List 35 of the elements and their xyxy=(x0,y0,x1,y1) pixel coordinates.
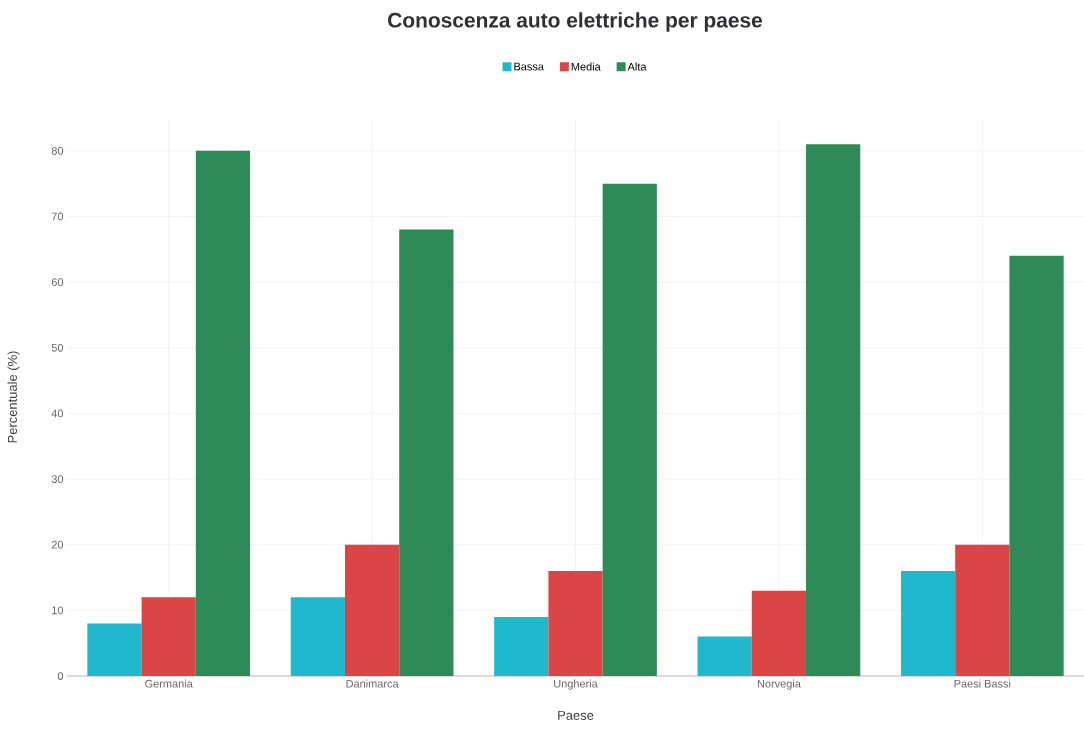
legend-label: Bassa xyxy=(514,62,544,71)
bar xyxy=(697,636,752,676)
x-tick-label: Paesi Bassi xyxy=(954,679,1011,688)
bar xyxy=(900,570,956,676)
bar xyxy=(141,597,196,676)
y-axis-title: Percentuale (%) xyxy=(7,351,20,443)
y-tick-label: 40 xyxy=(51,409,64,418)
x-axis-title: Paese xyxy=(558,710,594,720)
bar xyxy=(1009,255,1064,676)
bar xyxy=(806,144,861,676)
bar xyxy=(195,150,251,676)
chart-title: Conoscenza auto elettriche per paese xyxy=(388,12,763,32)
x-tick-label: Danimarca xyxy=(346,679,399,688)
bar xyxy=(344,544,400,676)
y-tick-label: 30 xyxy=(51,475,64,483)
bar xyxy=(399,229,454,676)
bar xyxy=(87,623,142,676)
bar xyxy=(602,183,657,676)
bar xyxy=(290,597,345,676)
legend-label: Alta xyxy=(627,62,647,71)
bar xyxy=(955,544,1010,676)
x-tick-label: Norvegia xyxy=(757,679,801,690)
bar xyxy=(494,616,549,676)
bar xyxy=(548,570,603,676)
y-tick-label: 50 xyxy=(51,343,64,352)
y-tick-label: 20 xyxy=(51,540,64,549)
bar xyxy=(751,590,807,676)
legend-label: Media xyxy=(571,62,601,71)
y-tick-label: 0 xyxy=(57,672,64,680)
x-tick-label: Ungheria xyxy=(554,679,598,690)
y-tick-label: 60 xyxy=(51,278,64,286)
y-tick-label: 10 xyxy=(52,606,64,615)
y-tick-label: 80 xyxy=(51,146,64,155)
y-tick-label: 70 xyxy=(51,212,64,221)
x-tick-label: Germania xyxy=(145,679,193,688)
